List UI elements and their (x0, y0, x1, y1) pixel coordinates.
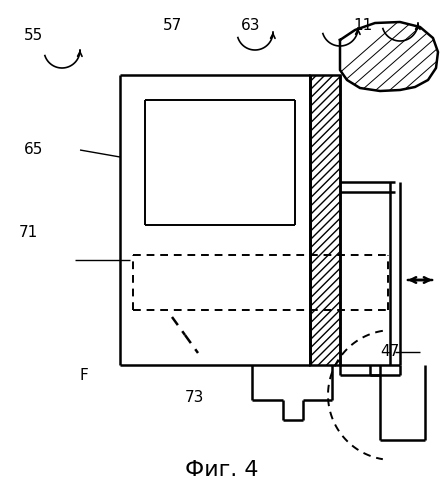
Text: F: F (80, 368, 89, 382)
Text: 11: 11 (354, 18, 373, 32)
Text: 47: 47 (380, 344, 400, 358)
Text: 63: 63 (241, 18, 260, 32)
Text: 55: 55 (23, 28, 43, 42)
Bar (310, 75, 340, 365)
Text: 71: 71 (19, 225, 39, 240)
Text: 65: 65 (23, 142, 43, 158)
Text: 73: 73 (185, 390, 205, 405)
Text: Фиг. 4: Фиг. 4 (185, 460, 258, 480)
Text: 57: 57 (163, 18, 183, 32)
